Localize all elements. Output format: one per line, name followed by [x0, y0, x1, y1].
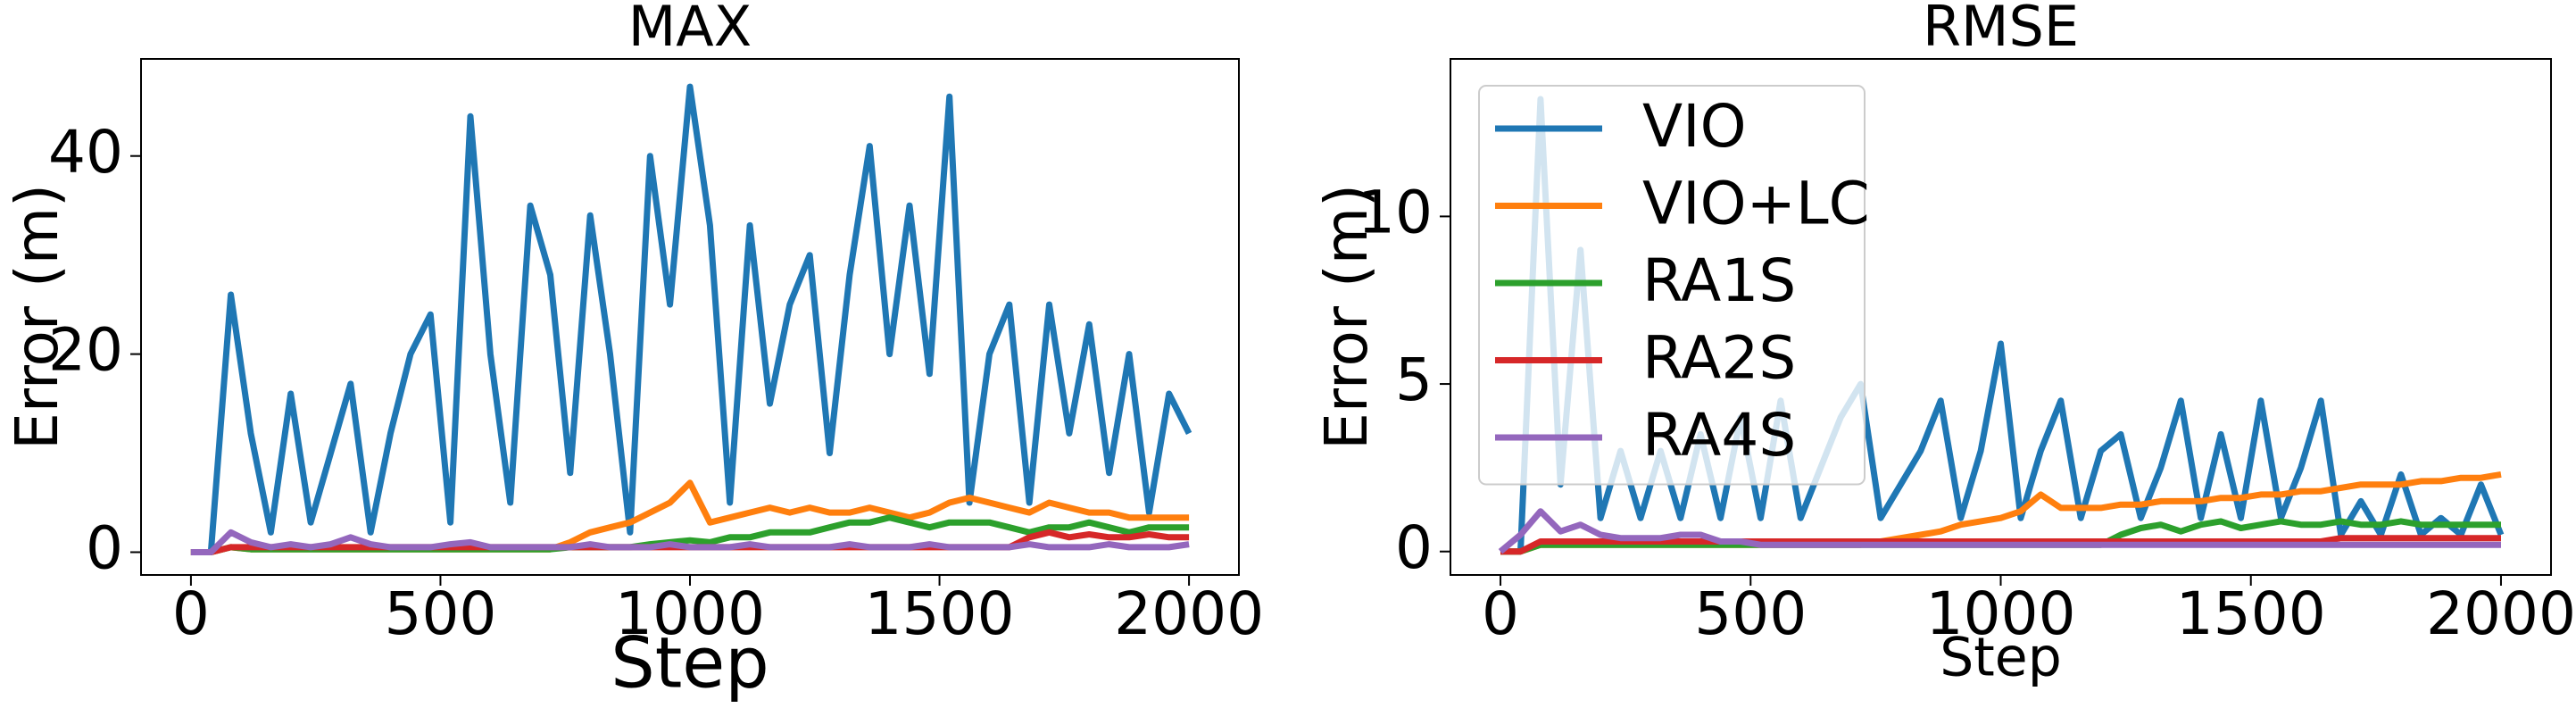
- legend-label: VIO: [1642, 92, 1747, 161]
- legend: VIO VIO+LC RA1S RA2S RA4S: [1478, 85, 1870, 486]
- x-tick-label: 1000: [615, 579, 765, 648]
- plot-frame: [1450, 58, 2552, 576]
- x-tick-label: 0: [172, 579, 210, 648]
- x-tick-label: 1500: [865, 579, 1015, 648]
- legend-label: VIO+LC: [1642, 170, 1870, 238]
- y-axis-label: Error (m): [3, 184, 71, 450]
- x-tick-label: 0: [1482, 579, 1519, 648]
- y-tick-label: 40: [48, 118, 123, 187]
- y-tick-label: 0: [1395, 513, 1433, 582]
- series-line: [190, 529, 1190, 555]
- x-tick-label: 500: [1694, 579, 1807, 648]
- x-tick-label: 2000: [2426, 579, 2576, 648]
- chart-title: MAX: [628, 0, 752, 59]
- y-tick-label: 5: [1395, 346, 1433, 414]
- y-axis-label: Error (m): [1312, 184, 1381, 450]
- legend-box: [1478, 85, 1866, 486]
- x-tick-label: 1000: [1926, 579, 2076, 648]
- legend-label: RA1S: [1642, 246, 1796, 315]
- x-tick-label: 500: [384, 579, 496, 648]
- x-tick-label: 1500: [2176, 579, 2326, 648]
- x-tick-label: 2000: [1114, 579, 1264, 648]
- y-tick-label: 0: [86, 514, 123, 583]
- chart-title: RMSE: [1923, 0, 2079, 59]
- x-axis-label: Step: [611, 623, 769, 704]
- x-axis-label: Step: [1940, 627, 2062, 689]
- y-tick-label: 20: [48, 316, 123, 385]
- series-line: [1498, 508, 2501, 554]
- plot-frame: [140, 58, 1240, 576]
- y-tick-label: 10: [1358, 178, 1433, 246]
- legend-label: RA4S: [1642, 401, 1796, 470]
- series-line: [190, 83, 1192, 555]
- series-line: [1500, 535, 2501, 555]
- legend-label: RA2S: [1642, 324, 1796, 393]
